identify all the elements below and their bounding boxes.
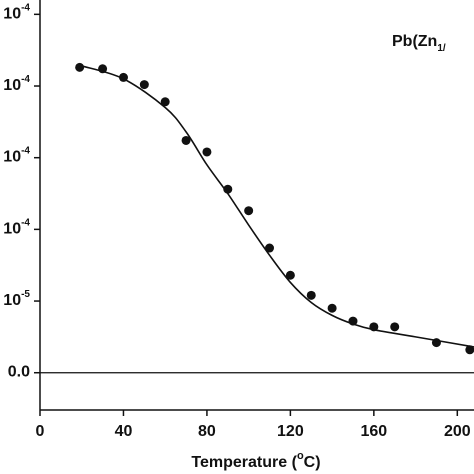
y-tick-label-exp: -4 (21, 145, 30, 156)
data-point (327, 303, 337, 313)
annotation-base: Pb(Zn (392, 33, 437, 50)
data-point (160, 97, 170, 107)
data-point (181, 135, 191, 145)
x-label-part: Temperature ( (191, 454, 297, 471)
x-label-part: C) (304, 454, 321, 471)
y-tick-label-exp: -4 (21, 217, 30, 228)
data-point (139, 80, 149, 90)
y-tick-label-base: 10 (3, 149, 21, 166)
data-point (285, 270, 295, 280)
data-point (390, 322, 400, 332)
data-point (75, 62, 85, 72)
x-tick-label: 0 (36, 423, 45, 440)
x-tick-label: 120 (277, 423, 304, 440)
y-tick-label-base: 10 (3, 221, 21, 238)
x-tick-label: 160 (360, 423, 387, 440)
x-label-sup: o (297, 450, 304, 462)
data-point (244, 206, 254, 216)
y-tick-label: 10-4 (3, 74, 30, 95)
data-point (306, 290, 316, 300)
y-tick-label-exp: -4 (21, 74, 30, 85)
y-tick-label: 10-4 (3, 217, 30, 238)
x-tick-label: 80 (198, 423, 216, 440)
data-point (202, 147, 212, 157)
data-point (265, 243, 275, 253)
y-tick-label: 10-4 (3, 145, 30, 166)
annotation-sub: 1/ (437, 43, 446, 54)
x-axis-label: Temperature (oC) (191, 450, 320, 471)
fit-line (81, 65, 474, 348)
y-tick-label: 10-5 (3, 289, 30, 310)
y-tick-label-base: 0.0 (8, 364, 30, 381)
data-point (465, 345, 474, 355)
x-tick-label: 200 (444, 423, 471, 440)
y-tick-label: 10-4 (3, 2, 30, 23)
y-tick-label-exp: -4 (21, 2, 30, 13)
y-tick-label-base: 10 (3, 6, 21, 23)
y-tick-label-base: 10 (3, 292, 21, 309)
y-tick-label: 0.0 (8, 364, 30, 381)
annotation: Pb(Zn1/ (392, 33, 446, 53)
x-tick-label: 40 (115, 423, 133, 440)
y-tick-label-base: 10 (3, 77, 21, 94)
y-tick-label-exp: -5 (21, 289, 30, 300)
